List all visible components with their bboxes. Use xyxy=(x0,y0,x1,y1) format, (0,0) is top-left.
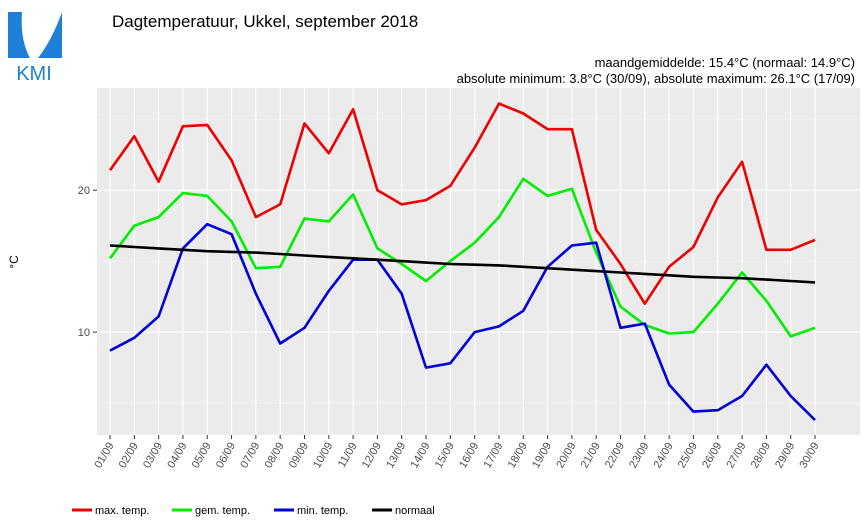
x-tick-label: 08/09 xyxy=(263,441,287,471)
line-series xyxy=(108,177,816,338)
x-tick-label: 25/09 xyxy=(676,441,700,471)
y-axis-label: °C xyxy=(7,255,21,269)
x-tick-label: 15/09 xyxy=(433,441,457,471)
line-series xyxy=(108,102,816,306)
x-tick-label: 27/09 xyxy=(725,441,749,471)
x-tick-label: 02/09 xyxy=(117,441,141,471)
line-series xyxy=(109,244,816,284)
x-tick-label: 24/09 xyxy=(652,441,676,471)
plot-background xyxy=(97,88,860,435)
y-tick-label: 10 xyxy=(78,327,90,339)
x-tick-label: 11/09 xyxy=(336,441,360,470)
subtitle: maandgemiddelde: 15.4°C (normaal: 14.9°C… xyxy=(595,55,855,70)
x-tick-label: 06/09 xyxy=(214,441,238,471)
x-tick-label: 26/09 xyxy=(700,441,724,471)
legend-label: min. temp. xyxy=(297,505,348,517)
y-tick-label: 20 xyxy=(78,185,90,197)
x-tick-label: 09/09 xyxy=(287,441,311,471)
x-tick-label: 28/09 xyxy=(749,441,773,471)
x-tick-label: 22/09 xyxy=(603,441,627,471)
x-tick-label: 19/09 xyxy=(530,441,554,471)
x-tick-label: 10/09 xyxy=(311,441,335,471)
x-tick-label: 05/09 xyxy=(190,441,214,471)
x-tick-label: 12/09 xyxy=(360,441,384,471)
legend-label: max. temp. xyxy=(95,505,149,517)
chart-title: Dagtemperatuur, Ukkel, september 2018 xyxy=(112,12,418,31)
x-tick-label: 18/09 xyxy=(506,441,530,471)
x-tick-label: 23/09 xyxy=(627,441,651,471)
x-tick-label: 07/09 xyxy=(238,441,262,471)
logo: KMI xyxy=(8,12,62,85)
subtitle: absolute minimum: 3.8°C (30/09), absolut… xyxy=(457,71,855,86)
x-tick-label: 14/09 xyxy=(408,441,432,471)
x-tick-label: 30/09 xyxy=(797,441,821,471)
legend-label: normaal xyxy=(395,505,435,517)
x-tick-label: 01/09 xyxy=(92,441,116,471)
logo-shape xyxy=(8,12,30,58)
logo-shape xyxy=(38,12,62,58)
x-tick-label: 17/09 xyxy=(481,441,505,471)
x-tick-label: 21/09 xyxy=(579,441,603,471)
x-tick-label: 03/09 xyxy=(141,441,165,471)
x-tick-label: 04/09 xyxy=(165,441,189,471)
line-series xyxy=(109,222,816,422)
x-tick-label: 13/09 xyxy=(384,441,408,471)
x-tick-label: 20/09 xyxy=(554,441,578,471)
legend-label: gem. temp. xyxy=(195,505,250,517)
x-tick-label: 16/09 xyxy=(457,441,481,471)
logo-text: KMI xyxy=(16,63,52,85)
x-tick-label: 29/09 xyxy=(773,441,797,471)
